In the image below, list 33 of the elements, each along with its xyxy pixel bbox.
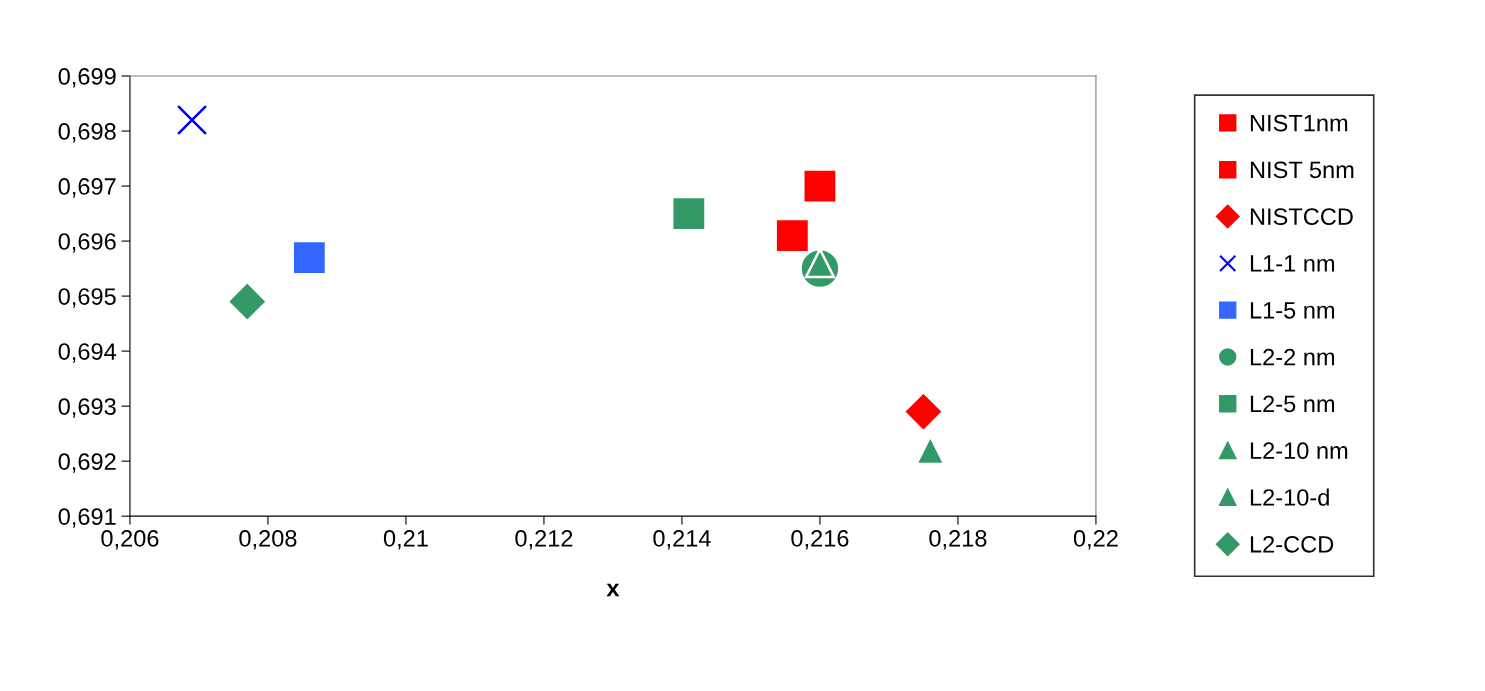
x-tick-label: 0,22: [1073, 529, 1118, 550]
legend-label: L2-10 nm: [1250, 442, 1348, 460]
legend-label: L1-5 nm: [1250, 302, 1335, 319]
point: [291, 239, 328, 276]
y-tick-label: 0,693: [58, 398, 116, 418]
x-tick-label: 0,216: [791, 529, 849, 550]
x-tick-label: 0,21: [383, 529, 428, 550]
point: [176, 104, 208, 136]
legend-label: L2-2 nm: [1250, 348, 1335, 366]
point: [670, 195, 707, 232]
y-tick-label: 0,692: [58, 453, 116, 473]
y-tick-label: 0,698: [58, 123, 116, 143]
x-tick-label: 0,214: [653, 529, 711, 550]
x-tick-label: 0,208: [239, 529, 297, 550]
y-tick-label: 0,697: [58, 178, 116, 198]
y-tick-label: 0,694: [58, 343, 117, 363]
point: [802, 168, 838, 204]
legend-label: L1-1 nm: [1250, 255, 1335, 272]
legend-label: L2-5 nm: [1250, 395, 1335, 413]
legend-label: NIST 5nm: [1250, 161, 1354, 179]
legend-label: NIST1nm: [1250, 114, 1348, 132]
legend-label: L2-CCD: [1250, 535, 1334, 553]
x-tick-label: 0,218: [929, 529, 987, 550]
y-tick-label: 0,691: [58, 508, 116, 528]
x-tick-label: 0,212: [515, 529, 573, 550]
x-tick-label: 0,206: [101, 529, 159, 550]
x-axis-title: x: [606, 583, 620, 597]
y-tick-label: 0,699: [58, 68, 116, 88]
legend-label: L2-10-d: [1250, 488, 1329, 506]
legend-label: NISTCCD: [1250, 208, 1353, 226]
y-tick-label: 0,696: [58, 233, 116, 253]
point: [774, 217, 811, 254]
y-tick-label: 0,695: [58, 288, 116, 308]
